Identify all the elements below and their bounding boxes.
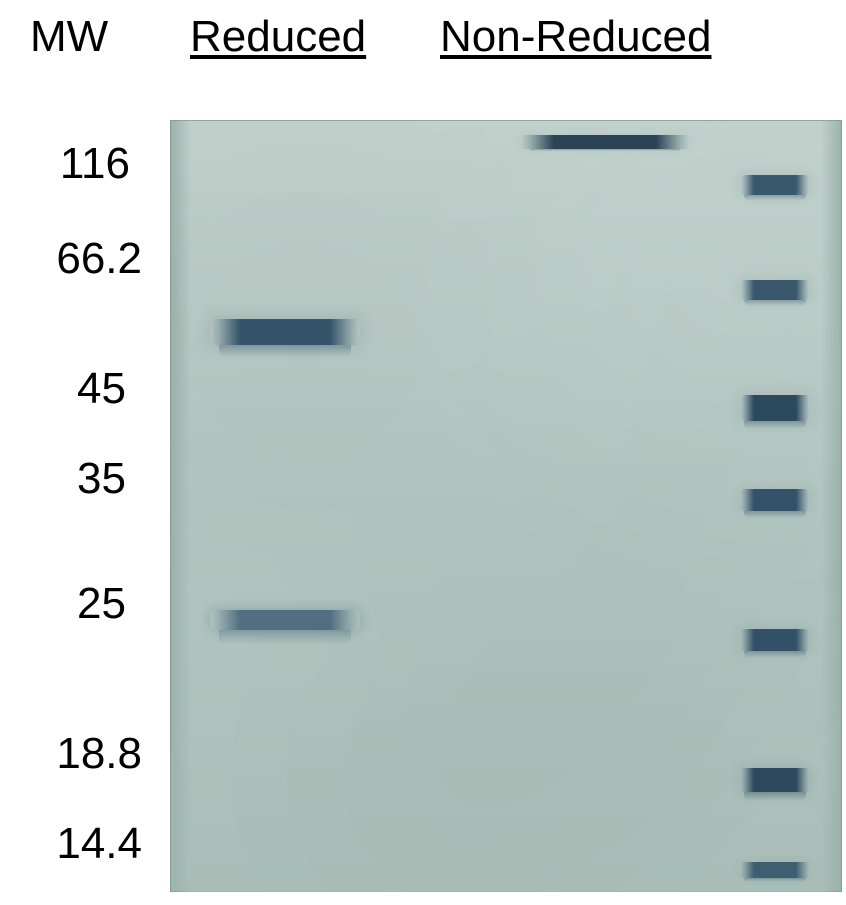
marker-band (740, 862, 810, 878)
gel-figure: MW Reduced Non-Reduced 116 66.2 45 35 25 18.8… (0, 0, 846, 905)
marker-band (740, 768, 810, 792)
nonreduced-header-label: Non-Reduced (440, 12, 712, 62)
mw-tick-label: 116 (0, 139, 130, 189)
nonreduced-band (520, 135, 690, 149)
mw-tick-label: 18.8 (0, 729, 142, 779)
marker-band (740, 489, 810, 511)
mw-tick-label: 14.4 (0, 819, 142, 869)
mw-tick-label: 25 (0, 579, 126, 629)
marker-band (740, 280, 810, 300)
reduced-header-label: Reduced (190, 12, 366, 62)
mw-tick-label: 35 (0, 454, 126, 504)
marker-band (740, 175, 810, 195)
mw-header-label: MW (30, 12, 108, 62)
reduced-band (210, 610, 360, 630)
reduced-band (210, 319, 360, 345)
mw-tick-label: 66.2 (0, 234, 142, 284)
marker-band (740, 629, 810, 651)
marker-band (740, 395, 810, 421)
mw-tick-label: 45 (0, 364, 126, 414)
